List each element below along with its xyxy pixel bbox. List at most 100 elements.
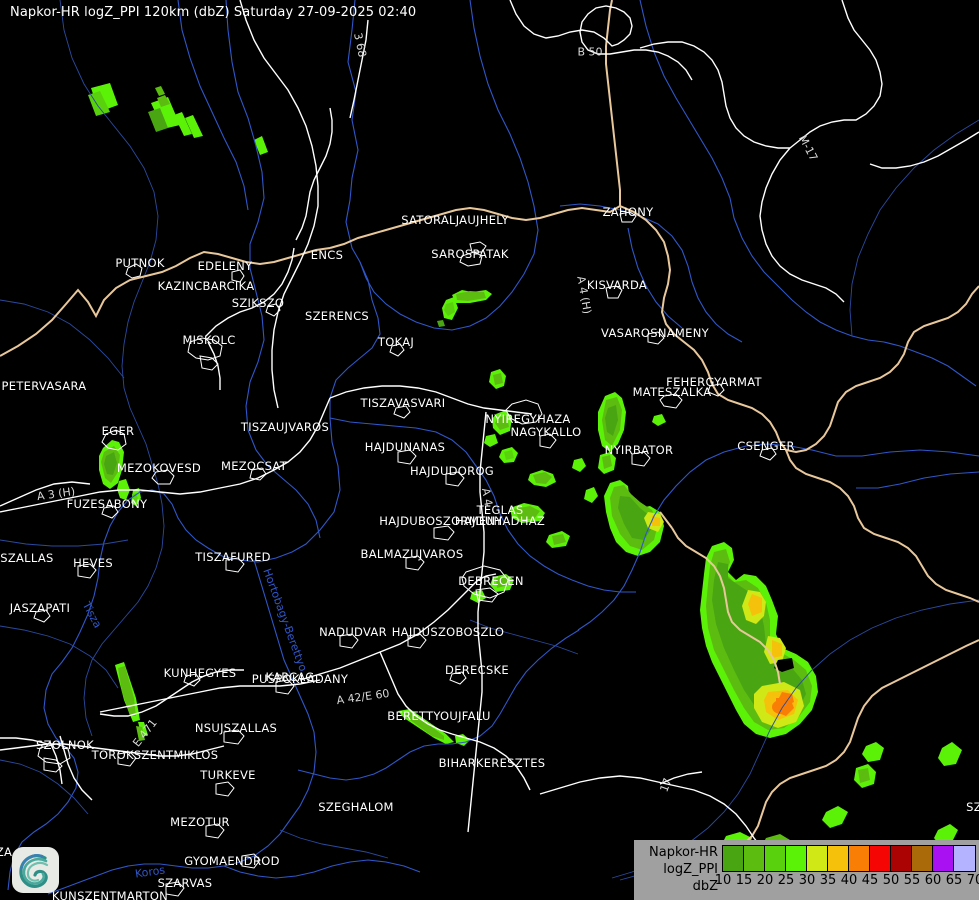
city-label: SAROSPATAK bbox=[431, 247, 509, 261]
city-label: SZOLNOK bbox=[36, 738, 94, 752]
city-label: TEGLAS bbox=[476, 503, 524, 517]
city-label: KUNSZENTMARTON bbox=[51, 889, 169, 900]
city-label: JASZAPATI bbox=[9, 601, 71, 615]
city-label: ZA bbox=[0, 845, 13, 859]
city-label: KSZALLAS bbox=[0, 551, 54, 565]
omsz-spiral-logo[interactable] bbox=[12, 847, 59, 893]
city-label: DERECSKE bbox=[445, 663, 509, 677]
road-label: B 50 bbox=[577, 45, 603, 59]
echo-kunhegyes-streak bbox=[115, 662, 148, 741]
colorbar-tick-label: 50 bbox=[882, 873, 900, 888]
colorbar-swatch bbox=[765, 846, 786, 871]
city-label: TISZAVASVARI bbox=[360, 396, 446, 410]
city-label: BERETTYOUJFALU bbox=[387, 709, 491, 723]
city-label: KAZINCBARCIKA bbox=[157, 279, 255, 293]
city-label: TOROKSZENTMIKLOS bbox=[91, 748, 219, 762]
city-label: NAGYKALLO bbox=[510, 425, 582, 439]
city-label: EDELENY bbox=[197, 259, 253, 273]
colorbar-swatch bbox=[744, 846, 765, 871]
city-label: ENCS bbox=[310, 248, 344, 262]
city-label: SZARVAS bbox=[157, 876, 213, 890]
city-label: SZ bbox=[966, 800, 979, 814]
echo-berettyoujfalu-streak bbox=[398, 709, 470, 746]
city-label: NYIRBATOR bbox=[604, 443, 674, 457]
colorbar-tick-label: 35 bbox=[819, 873, 837, 888]
colorbar-swatch bbox=[807, 846, 828, 871]
city-label: SZERENCS bbox=[304, 309, 370, 323]
colorbar-swatch bbox=[912, 846, 933, 871]
city-label: DEBRECEN bbox=[458, 574, 524, 588]
legend-line-1: Napkor-HR bbox=[649, 845, 718, 860]
legend-line-2: logZ_PPI bbox=[663, 862, 718, 877]
city-label: MEZOTUR bbox=[170, 815, 230, 829]
city-label: PETERVASARA bbox=[1, 379, 87, 393]
city-label: HEVES bbox=[73, 556, 113, 570]
colorbar-swatch bbox=[786, 846, 807, 871]
town-outline-layer bbox=[33, 211, 777, 897]
city-label: BALMAZUJVAROS bbox=[360, 547, 464, 561]
colorbar-swatches bbox=[722, 845, 976, 872]
road-layer bbox=[0, 0, 979, 849]
city-label: NYIREGYHAZA bbox=[485, 412, 571, 426]
city-label: HAJDUBOSZORMENY bbox=[379, 514, 503, 528]
colorbar-swatch bbox=[954, 846, 975, 871]
city-label: ZAHONY bbox=[602, 205, 654, 219]
colorbar-tick-label: 65 bbox=[945, 873, 963, 888]
city-label: HAJDUSZOBOSZLO bbox=[391, 625, 505, 639]
city-label: TISZAUJVAROS bbox=[240, 420, 330, 434]
city-label: FUZESABONY bbox=[66, 497, 148, 511]
radar-echo-layer bbox=[88, 83, 962, 852]
city-label: TURKEVE bbox=[200, 768, 256, 782]
city-label: HAJDUHADHAZ bbox=[454, 514, 546, 528]
colorbar-tick-label: 15 bbox=[735, 873, 753, 888]
colorbar-swatch bbox=[870, 846, 891, 871]
city-label: NSUJSZALLAS bbox=[194, 721, 278, 735]
echo-nyiregyhaza-cells bbox=[470, 369, 570, 603]
legend-caption: Napkor-HR logZ_PPI dbZ bbox=[640, 844, 718, 895]
colorbar-tick-label: 30 bbox=[798, 873, 816, 888]
colorbar-tick-label: 55 bbox=[903, 873, 921, 888]
colorbar-ticks: 10152025303540455055606570 bbox=[715, 873, 979, 895]
city-label: GYOMAENDROD bbox=[184, 854, 280, 868]
colorbar-tick-label: 25 bbox=[777, 873, 795, 888]
page-title: Napkor-HR logZ_PPI 120km (dbZ) Saturday … bbox=[10, 5, 417, 20]
colorbar-tick-label: 40 bbox=[840, 873, 858, 888]
colorbar-swatch bbox=[723, 846, 744, 871]
colorbar-tick-label: 20 bbox=[756, 873, 774, 888]
city-label: KISVARDA bbox=[586, 278, 648, 292]
echo-tokaj-band bbox=[437, 290, 492, 327]
legend-line-3: dbZ bbox=[692, 879, 718, 894]
city-label: HAJDUNANAS bbox=[364, 440, 446, 454]
city-label: EGER bbox=[101, 424, 135, 438]
city-label: MATESZALKA bbox=[632, 385, 712, 399]
city-label: MEZOKOVESD bbox=[116, 461, 202, 475]
city-label: KUNHEGYES bbox=[163, 666, 237, 680]
colorbar-swatch bbox=[891, 846, 912, 871]
city-label: PUSPOKLADANY bbox=[251, 672, 349, 686]
city-label: MISKOLC bbox=[182, 333, 236, 347]
colorbar-swatch bbox=[849, 846, 870, 871]
city-label: KARCAG bbox=[265, 670, 315, 684]
echo-misc bbox=[652, 414, 666, 426]
city-label: VASAROSNAMENY bbox=[601, 326, 709, 340]
river-layer bbox=[7, 0, 979, 895]
city-label: CSENGER bbox=[737, 439, 795, 453]
city-label: SZIKSZO bbox=[231, 296, 285, 310]
echo-beam-streaks bbox=[88, 83, 268, 155]
city-label: SATORALJAUJHELY bbox=[401, 213, 509, 227]
city-label: BIHARKERESZTES bbox=[438, 756, 546, 770]
echo-main-storm bbox=[700, 542, 962, 852]
colorbar-tick-label: 45 bbox=[861, 873, 879, 888]
city-label: SZEGHALOM bbox=[318, 800, 394, 814]
city-label: TISZAFURED bbox=[195, 550, 271, 564]
city-label: MEZOCSAT bbox=[220, 459, 288, 473]
colorbar-tick-label: 10 bbox=[714, 873, 732, 888]
city-label: TOKAJ bbox=[377, 335, 415, 349]
colorbar-legend: Napkor-HR logZ_PPI dbZ 10 15 20 25 30 35 40 45 5… bbox=[634, 840, 979, 900]
colorbar-swatch bbox=[828, 846, 849, 871]
city-label: FEHERGYARMAT bbox=[666, 375, 762, 389]
colorbar-swatch bbox=[933, 846, 954, 871]
colorbar-tick-label: 60 bbox=[924, 873, 942, 888]
